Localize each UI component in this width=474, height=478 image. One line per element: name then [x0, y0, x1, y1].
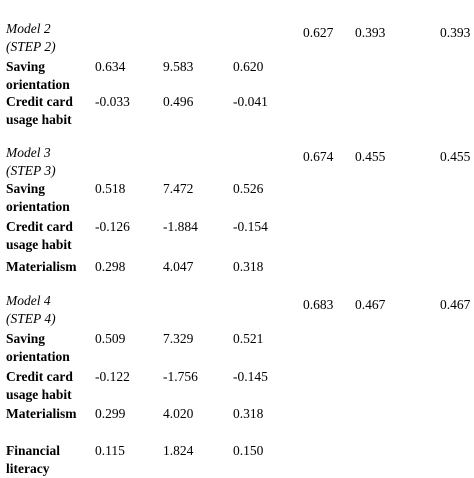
- fit-cell: 0.455: [440, 149, 471, 164]
- row-label: usage habit: [6, 387, 72, 402]
- row-label: Saving: [6, 59, 46, 74]
- value-cell: -1.756: [163, 369, 198, 384]
- value-cell: -0.126: [95, 219, 130, 234]
- row-label: usage habit: [6, 237, 72, 252]
- value-cell: -1.884: [163, 219, 198, 234]
- row-label: Saving: [6, 181, 46, 196]
- value-cell: 7.329: [163, 331, 194, 346]
- row-label: orientation: [6, 199, 70, 214]
- fit-cell: 0.467: [440, 297, 471, 312]
- fit-cell: 0.455: [355, 149, 386, 164]
- model-label: Model 2: [6, 21, 51, 36]
- row-label: Credit card: [6, 94, 73, 109]
- fit-cell: 0.393: [355, 25, 386, 40]
- row-label: Materialism: [6, 406, 77, 421]
- value-cell: -0.041: [233, 94, 268, 109]
- value-cell: 0.634: [95, 59, 126, 74]
- value-cell: 0.150: [233, 443, 264, 458]
- fit-cell: 0.467: [355, 297, 386, 312]
- row-label: orientation: [6, 77, 70, 92]
- value-cell: 9.583: [163, 59, 194, 74]
- model-label: (STEP 4): [6, 311, 56, 326]
- value-cell: 0.496: [163, 94, 194, 109]
- value-cell: 1.824: [163, 443, 194, 458]
- value-cell: 0.518: [95, 181, 126, 196]
- row-label: orientation: [6, 349, 70, 364]
- value-cell: -0.033: [95, 94, 130, 109]
- row-label: Financial: [6, 443, 61, 458]
- value-cell: 0.298: [95, 259, 126, 274]
- value-cell: 0.620: [233, 59, 264, 74]
- model-label: (STEP 3): [6, 163, 56, 178]
- value-cell: 7.472: [163, 181, 194, 196]
- value-cell: 0.299: [95, 406, 126, 421]
- fit-cell: 0.627: [303, 25, 334, 40]
- row-label: usage habit: [6, 112, 72, 127]
- model-label: Model 3: [6, 145, 51, 160]
- fit-cell: 0.683: [303, 297, 334, 312]
- value-cell: 4.020: [163, 406, 194, 421]
- value-cell: 4.047: [163, 259, 194, 274]
- model-label: (STEP 2): [6, 39, 56, 54]
- value-cell: 0.521: [233, 331, 264, 346]
- value-cell: 0.318: [233, 406, 264, 421]
- fit-cell: 0.393: [440, 25, 471, 40]
- model-label: Model 4: [6, 293, 51, 308]
- row-label: literacy: [6, 461, 50, 476]
- value-cell: 0.526: [233, 181, 264, 196]
- row-label: Credit card: [6, 219, 73, 234]
- value-cell: -0.154: [233, 219, 268, 234]
- row-label: Saving: [6, 331, 46, 346]
- value-cell: -0.145: [233, 369, 268, 384]
- value-cell: -0.122: [95, 369, 130, 384]
- value-cell: 0.115: [95, 443, 125, 458]
- value-cell: 0.509: [95, 331, 126, 346]
- fit-cell: 0.674: [303, 149, 334, 164]
- row-label: Materialism: [6, 259, 77, 274]
- value-cell: 0.318: [233, 259, 264, 274]
- row-label: Credit card: [6, 369, 73, 384]
